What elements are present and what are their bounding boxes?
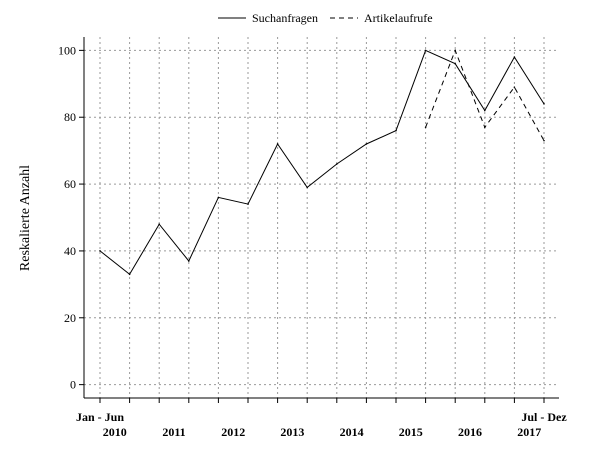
- point-suchanfragen-15: [543, 103, 545, 105]
- legend-label-suchanfragen: Suchanfragen: [252, 11, 318, 25]
- y-axis-label: Reskalierte Anzahl: [18, 165, 33, 271]
- year-label-2017: 2017: [517, 425, 541, 439]
- year-label-2015: 2015: [399, 425, 423, 439]
- point-suchanfragen-2: [158, 223, 160, 225]
- y-tick-label-80: 80: [64, 110, 76, 124]
- point-artikelaufrufe-13: [484, 126, 486, 129]
- year-label-2013: 2013: [280, 425, 304, 439]
- year-label-2012: 2012: [221, 425, 245, 439]
- point-suchanfragen-9: [365, 143, 368, 145]
- legend-label-artikelaufrufe: Artikelaufrufe: [364, 11, 433, 25]
- point-suchanfragen-6: [276, 143, 279, 145]
- point-suchanfragen-14: [513, 56, 516, 58]
- point-suchanfragen-11: [424, 49, 427, 52]
- series-line-suchanfragen: [99, 49, 545, 276]
- year-label-2014: 2014: [340, 425, 364, 439]
- year-label-2016: 2016: [458, 425, 482, 439]
- point-suchanfragen-3: [188, 260, 190, 262]
- grid: [84, 37, 559, 398]
- point-suchanfragen-10: [395, 129, 397, 132]
- point-artikelaufrufe-12: [454, 49, 457, 52]
- year-label-2010: 2010: [103, 425, 127, 439]
- y-tick-label-20: 20: [64, 311, 76, 325]
- y-tick-label-60: 60: [64, 177, 76, 191]
- x-edge-label-start: Jan - Jun: [76, 410, 124, 424]
- y-tick-label-0: 0: [70, 378, 76, 392]
- point-artikelaufrufe-11: [424, 126, 427, 129]
- point-suchanfragen-12: [454, 62, 457, 65]
- axes: 0 20 40 60 80 100 Jan - Jun Jul - Dez 2010 2011 20…: [58, 37, 567, 439]
- series: [99, 49, 545, 276]
- point-artikelaufrufe-15: [543, 139, 545, 142]
- point-suchanfragen-5: [247, 203, 249, 205]
- point-suchanfragen-1: [128, 273, 131, 276]
- year-label-2011: 2011: [162, 425, 185, 439]
- y-tick-label-40: 40: [64, 244, 76, 258]
- point-suchanfragen-0: [99, 250, 101, 252]
- x-edge-label-end: Jul - Dez: [521, 410, 567, 424]
- point-suchanfragen-4: [217, 196, 220, 199]
- point-suchanfragen-7: [306, 186, 309, 189]
- point-artikelaufrufe-14: [513, 86, 516, 88]
- y-tick-label-100: 100: [58, 43, 76, 57]
- legend: Suchanfragen Artikelaufrufe: [218, 11, 433, 25]
- point-suchanfragen-13: [484, 109, 486, 112]
- point-suchanfragen-8: [336, 163, 338, 165]
